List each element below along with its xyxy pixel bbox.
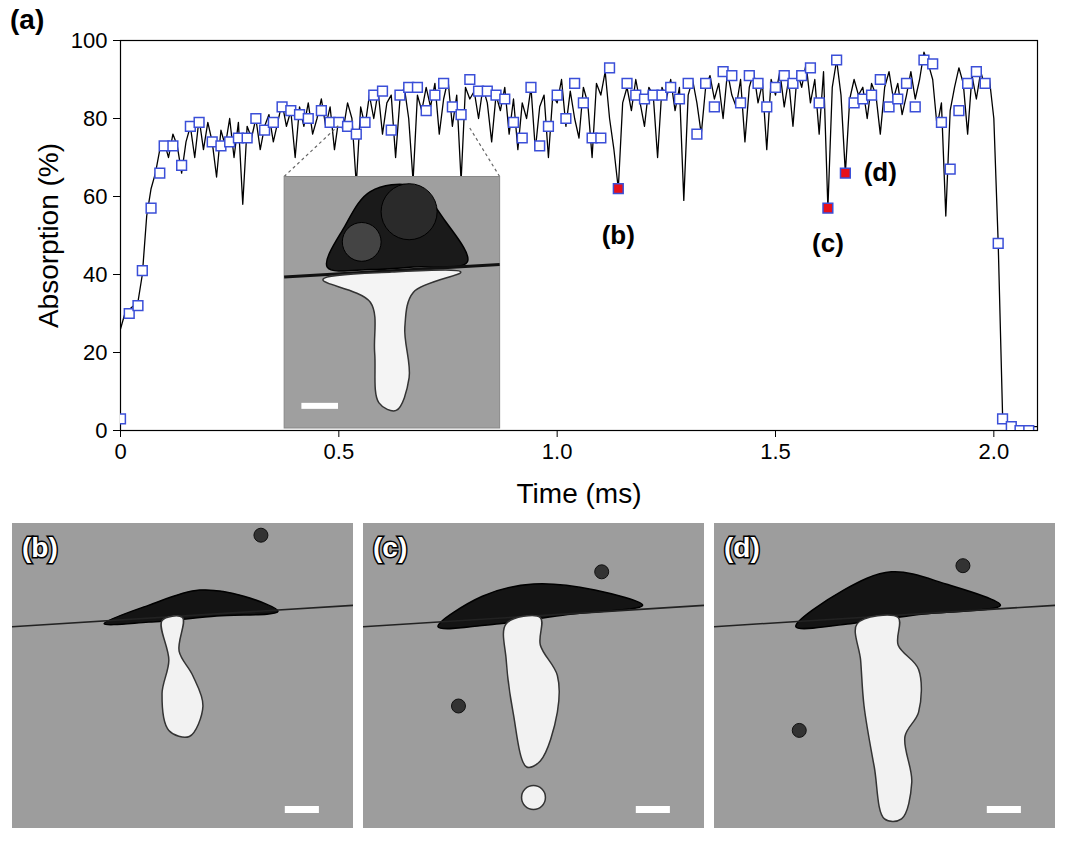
- svg-text:20: 20: [83, 340, 107, 365]
- svg-text:1.5: 1.5: [760, 439, 791, 464]
- svg-text:Absorption (%): Absorption (%): [33, 143, 64, 328]
- svg-text:0: 0: [114, 439, 126, 464]
- svg-text:Time (ms): Time (ms): [517, 478, 642, 509]
- svg-text:60: 60: [83, 184, 107, 209]
- svg-text:(d): (d): [864, 157, 897, 187]
- svg-text:0.5: 0.5: [324, 439, 355, 464]
- svg-text:2.0: 2.0: [979, 439, 1010, 464]
- svg-text:(c): (c): [812, 228, 844, 258]
- svg-text:80: 80: [83, 106, 107, 131]
- svg-text:(d): (d): [724, 532, 760, 563]
- html-text:(a): (a): [10, 4, 45, 35]
- svg-text:40: 40: [83, 262, 107, 287]
- svg-text:(b): (b): [602, 220, 635, 250]
- svg-text:100: 100: [71, 28, 108, 53]
- svg-text:(b): (b): [22, 532, 58, 563]
- svg-text:0: 0: [95, 418, 107, 443]
- svg-text:(c): (c): [373, 532, 407, 563]
- svg-text:1.0: 1.0: [542, 439, 573, 464]
